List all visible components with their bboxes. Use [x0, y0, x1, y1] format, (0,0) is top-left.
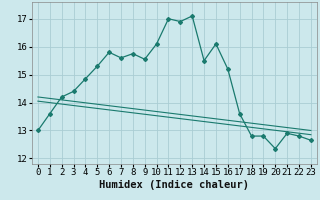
X-axis label: Humidex (Indice chaleur): Humidex (Indice chaleur) — [100, 180, 249, 190]
